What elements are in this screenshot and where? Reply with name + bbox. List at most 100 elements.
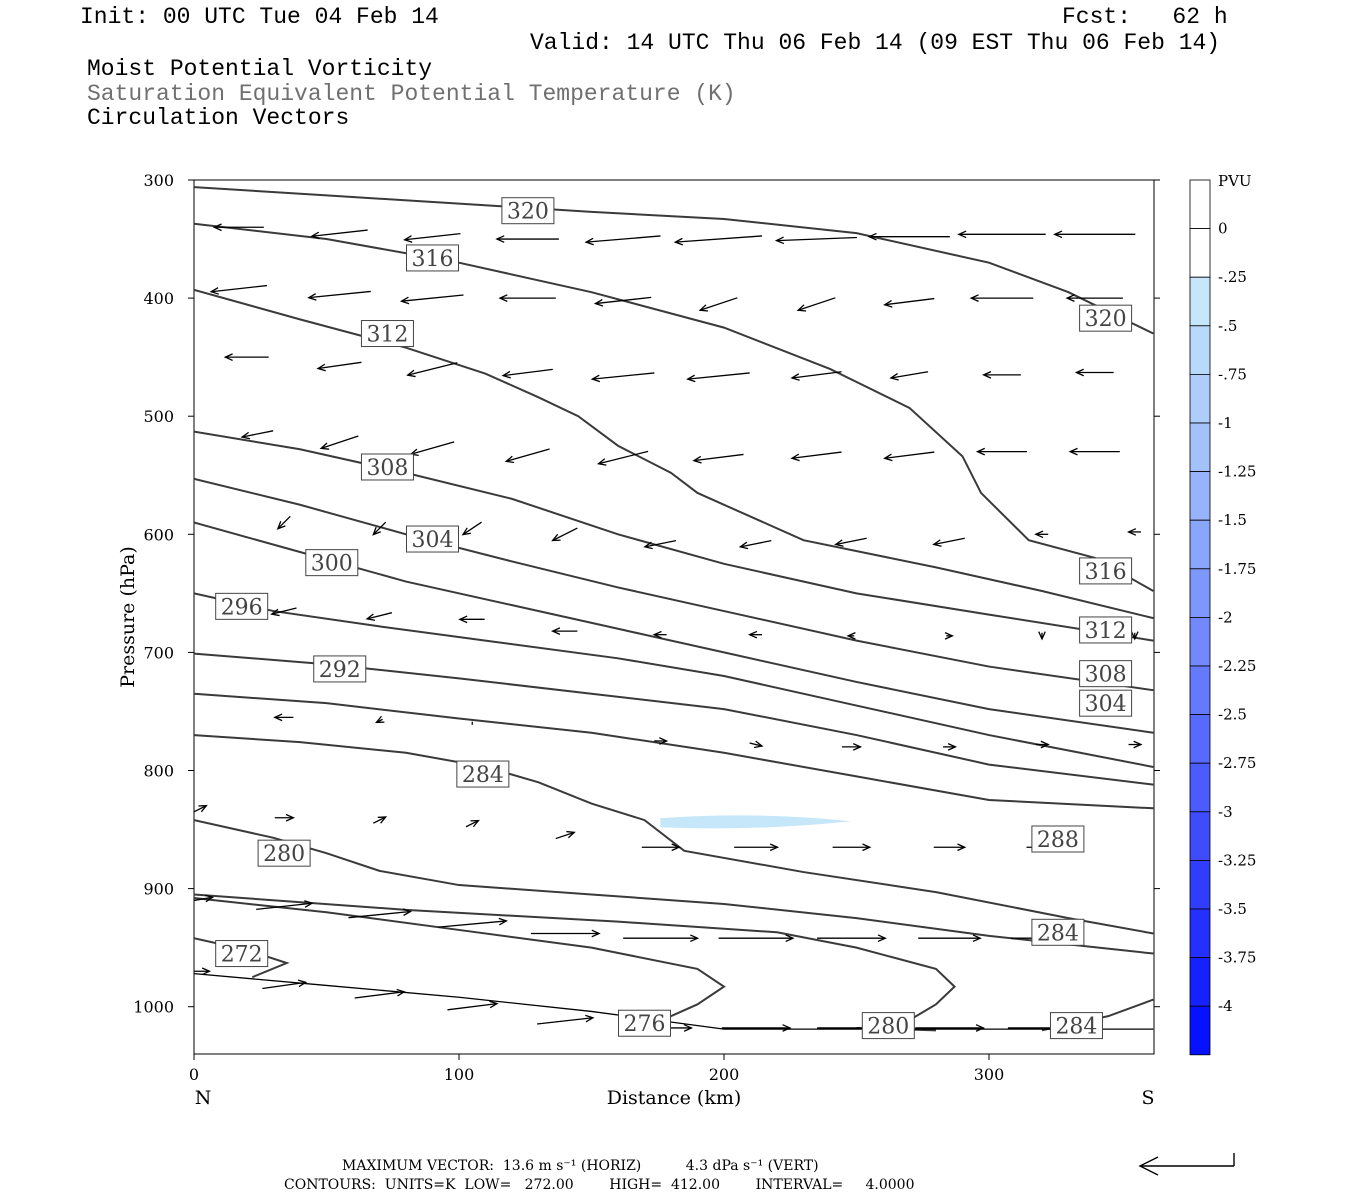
- circulation-vector: [555, 830, 576, 840]
- contour-label-284: 284: [1049, 1012, 1103, 1040]
- circulation-vector: [596, 450, 649, 466]
- y-tick-label: 900: [143, 880, 174, 899]
- init-time: Init: 00 UTC Tue 04 Feb 14: [80, 4, 439, 30]
- colorbar-swatch: [1189, 860, 1211, 910]
- colorbar-label: -3.25: [1218, 851, 1256, 869]
- contour-label-272: 272: [215, 940, 269, 968]
- svg-text:276: 276: [624, 1012, 666, 1037]
- circulation-vector: [867, 232, 950, 241]
- south-label: S: [1141, 1087, 1154, 1109]
- x-tick-label: 200: [709, 1065, 740, 1084]
- circulation-vector: [915, 1024, 985, 1032]
- colorbar-swatch: [1189, 665, 1211, 715]
- y-tick-label: 1000: [133, 998, 174, 1017]
- circulation-vector: [1065, 294, 1123, 302]
- contour-line-312: [194, 288, 1154, 620]
- circulation-vector: [495, 235, 559, 243]
- colorbar-swatch: [1189, 179, 1211, 229]
- circulation-vector: [652, 630, 667, 639]
- colorbar-label: -4: [1218, 997, 1233, 1015]
- colorbar-label: -2.25: [1218, 657, 1256, 675]
- circulation-vector: [498, 294, 556, 302]
- colorbar-swatch: [1189, 471, 1211, 521]
- colorbar-swatch: [1189, 568, 1211, 618]
- circulation-vector: [734, 843, 780, 852]
- circulation-vector: [319, 435, 359, 450]
- y-tick-label: 700: [143, 643, 174, 662]
- colorbar-label: -1.75: [1218, 560, 1256, 578]
- pv-shaded-area: [660, 815, 852, 829]
- circulation-vector: [194, 967, 212, 976]
- circulation-vector: [551, 527, 578, 542]
- circulation-vector: [796, 297, 836, 312]
- svg-text:300: 300: [311, 552, 353, 577]
- svg-text:312: 312: [366, 323, 408, 348]
- svg-text:288: 288: [1037, 828, 1079, 853]
- colorbar-swatch: [1189, 714, 1211, 764]
- circulation-vector: [530, 929, 601, 938]
- circulation-vector: [1034, 530, 1049, 539]
- svg-text:296: 296: [221, 595, 263, 620]
- circulation-vector: [975, 447, 1028, 456]
- contour-label-292: 292: [313, 655, 367, 683]
- circulation-vector: [461, 521, 482, 536]
- circulation-vector: [501, 368, 553, 379]
- contour-line-288: [194, 692, 1154, 810]
- circulation-vector: [883, 451, 935, 462]
- svg-text:284: 284: [1037, 921, 1079, 946]
- y-tick-label: 300: [143, 171, 174, 190]
- contour-label-296: 296: [215, 592, 269, 620]
- circulation-vector: [841, 743, 863, 751]
- circulation-vector: [194, 894, 215, 903]
- circulation-vector: [738, 540, 772, 550]
- x-axis-title: Distance (km): [607, 1087, 742, 1109]
- field-title-pv: Moist Potential Vorticity: [87, 56, 433, 82]
- contour-label-320: 320: [501, 197, 555, 225]
- circulation-vector: [307, 290, 371, 301]
- contour-label-284: 284: [456, 760, 510, 788]
- colorbar-label: -.5: [1218, 317, 1237, 335]
- svg-text:320: 320: [1085, 307, 1127, 332]
- contour-label-288: 288: [1031, 825, 1085, 853]
- x-tick-label: 0: [189, 1065, 199, 1084]
- circulation-vector: [584, 235, 661, 246]
- circulation-vector: [1074, 368, 1114, 377]
- circulation-vector: [889, 371, 929, 381]
- colorbar-swatch: [1189, 373, 1211, 424]
- max-vector-note: MAXIMUM VECTOR: 13.6 m s⁻¹ (HORIZ) 4.3 d…: [342, 1158, 819, 1174]
- circulation-vector: [458, 615, 485, 624]
- circulation-vector: [373, 816, 388, 824]
- circulation-vector: [1068, 447, 1120, 456]
- colorbar-label: -.25: [1218, 268, 1247, 286]
- colorbar-label: -2.5: [1218, 706, 1247, 724]
- circulation-vector: [641, 843, 681, 852]
- colorbar-unit: PVU: [1218, 172, 1252, 190]
- colorbar-label: -3.5: [1218, 900, 1247, 918]
- circulation-vector: [551, 627, 578, 635]
- circulation-vector: [774, 236, 858, 245]
- svg-text:312: 312: [1085, 619, 1127, 644]
- y-axis-title: Pressure (hPa): [117, 546, 139, 688]
- contour-label-300: 300: [305, 549, 359, 577]
- contour-line-296: [194, 592, 1154, 768]
- colorbar-label: 0: [1218, 220, 1228, 238]
- circulation-vector: [348, 908, 413, 919]
- colorbar-swatch: [1189, 811, 1211, 861]
- circulation-vector: [718, 934, 795, 943]
- colorbar-label: -1.25: [1218, 463, 1256, 481]
- x-tick-label: 100: [444, 1065, 475, 1084]
- circulation-vector: [504, 448, 550, 464]
- svg-text:284: 284: [462, 763, 504, 788]
- circulation-vector: [270, 607, 297, 617]
- circulation-vector: [932, 537, 965, 547]
- circulation-vector: [365, 612, 393, 621]
- contour-label-312: 312: [1079, 616, 1133, 644]
- contour-label-316: 316: [406, 244, 459, 272]
- circulation-vector: [372, 521, 387, 536]
- svg-text:316: 316: [412, 247, 454, 272]
- circulation-vector: [1038, 631, 1046, 641]
- circulation-vector: [918, 934, 982, 943]
- contour-line-308: [194, 430, 1154, 642]
- svg-text:280: 280: [867, 1015, 909, 1040]
- circulation-vector: [748, 630, 762, 639]
